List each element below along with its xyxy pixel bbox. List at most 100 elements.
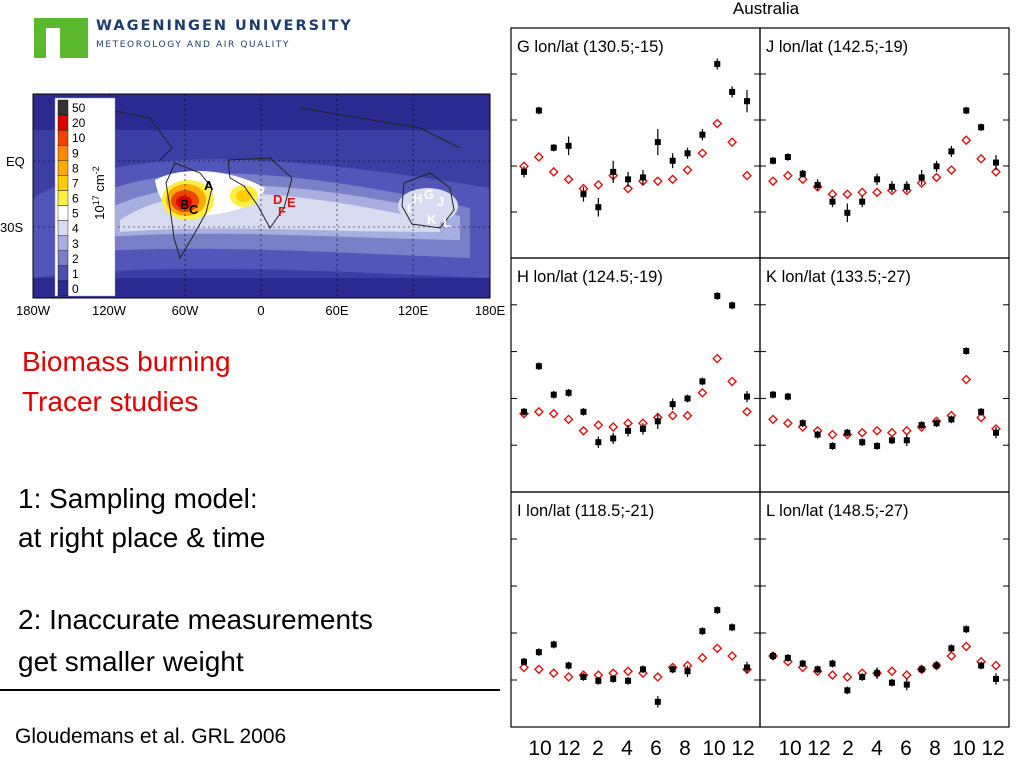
model-point <box>533 152 544 162</box>
map-frame <box>32 93 491 299</box>
model-point <box>623 183 634 194</box>
measured-point <box>625 427 632 434</box>
site-label: F <box>278 204 286 219</box>
measured-point <box>963 348 970 354</box>
measured-point <box>888 679 895 686</box>
x-tick-label: 12 <box>557 737 580 760</box>
measured-point <box>699 131 706 138</box>
colorbar-swatch <box>57 160 69 176</box>
measured-point <box>580 191 587 198</box>
measured-point <box>978 408 985 415</box>
measured-point <box>948 416 955 423</box>
measured-point <box>610 675 617 682</box>
measured-point <box>829 443 836 449</box>
model-point <box>608 668 619 679</box>
model-point <box>742 406 752 417</box>
model-point <box>842 672 853 682</box>
measured-point <box>610 168 617 175</box>
panel: H lon/lat (124.5;-19) <box>510 257 761 493</box>
model-point <box>608 422 619 432</box>
measured-point <box>844 429 851 436</box>
measured-point <box>639 666 646 673</box>
x-tick-label: 6 <box>900 737 912 760</box>
model-point <box>563 174 574 185</box>
chart-panels: G lon/lat (130.5;-15) J lon/lat (142.5;-1… <box>510 27 1010 728</box>
measured-point <box>729 88 736 95</box>
measured-point <box>580 673 587 680</box>
measured-point <box>814 181 821 188</box>
lat-label: 30S <box>0 220 23 235</box>
panel-title: L lon/lat (148.5;-27) <box>766 502 908 520</box>
colorbar-label: 9 <box>72 146 79 160</box>
measured-point <box>684 395 691 402</box>
point-2-line-2: get smaller weight <box>18 646 244 677</box>
colorbar-swatch <box>57 129 69 146</box>
heading-biomass: Biomass burning <box>22 346 231 377</box>
model-point <box>563 414 574 425</box>
model-point <box>533 664 544 675</box>
colorbar-label: 20 <box>72 116 86 130</box>
measured-point <box>918 666 925 673</box>
measured-point <box>535 363 542 370</box>
measured-point <box>744 664 750 671</box>
measured-point <box>903 183 910 190</box>
model-point <box>901 425 912 436</box>
measured-point <box>565 389 572 396</box>
lon-label: 120W <box>92 303 127 318</box>
model-point <box>827 670 838 681</box>
x-tick-label: 8 <box>679 737 691 760</box>
measured-point <box>933 662 940 669</box>
model-point <box>652 672 663 682</box>
panel-frame <box>510 27 761 259</box>
measured-point <box>744 98 750 105</box>
model-point <box>827 189 838 200</box>
model-point <box>946 651 957 661</box>
model-point <box>548 668 559 679</box>
x-tick-label: 10 <box>778 737 801 760</box>
measured-point <box>639 174 646 181</box>
model-point <box>857 187 868 198</box>
model-point <box>976 412 987 423</box>
model-point <box>742 170 752 181</box>
measured-point <box>669 401 676 408</box>
measured-point <box>744 393 750 400</box>
model-point <box>697 387 708 398</box>
measured-point <box>918 422 925 429</box>
measured-point <box>654 698 661 705</box>
site-label: D <box>273 192 282 207</box>
colorbar-swatch <box>57 235 69 251</box>
measured-point <box>874 443 881 449</box>
measured-point <box>874 670 881 677</box>
colorbar-swatch <box>57 99 69 116</box>
colorbar-unit: 1017 cm-2 <box>91 166 107 219</box>
panel-frame <box>510 257 761 493</box>
panel: K lon/lat (133.5;-27) <box>759 257 1010 493</box>
lon-label: 120E <box>398 303 429 318</box>
point-2-line-1: 2: Inaccurate measurements <box>18 604 373 635</box>
colorbar-label: 4 <box>72 222 79 236</box>
x-tick-label: 12 <box>807 737 830 760</box>
model-point <box>548 408 559 419</box>
colorbar-label: 6 <box>72 192 79 206</box>
model-point <box>931 172 942 183</box>
measured-point <box>799 660 806 667</box>
colorbar-label: 2 <box>72 252 79 266</box>
model-point <box>697 148 708 159</box>
colorbar-label: 3 <box>72 237 79 251</box>
x-tick-label: 4 <box>871 737 883 760</box>
panel-frame <box>510 491 761 728</box>
measured-point <box>714 61 721 67</box>
colorbar-swatch <box>57 220 69 236</box>
measured-point <box>829 198 836 205</box>
divider-line <box>0 689 500 691</box>
model-point <box>578 425 589 436</box>
panel-title: K lon/lat (133.5;-27) <box>766 268 911 286</box>
model-point <box>886 427 897 438</box>
model-point <box>872 425 883 436</box>
measured-point <box>918 174 925 181</box>
measured-point <box>595 439 602 446</box>
colorbar-swatch <box>57 190 69 206</box>
measured-point <box>565 142 572 149</box>
model-point <box>727 137 738 148</box>
